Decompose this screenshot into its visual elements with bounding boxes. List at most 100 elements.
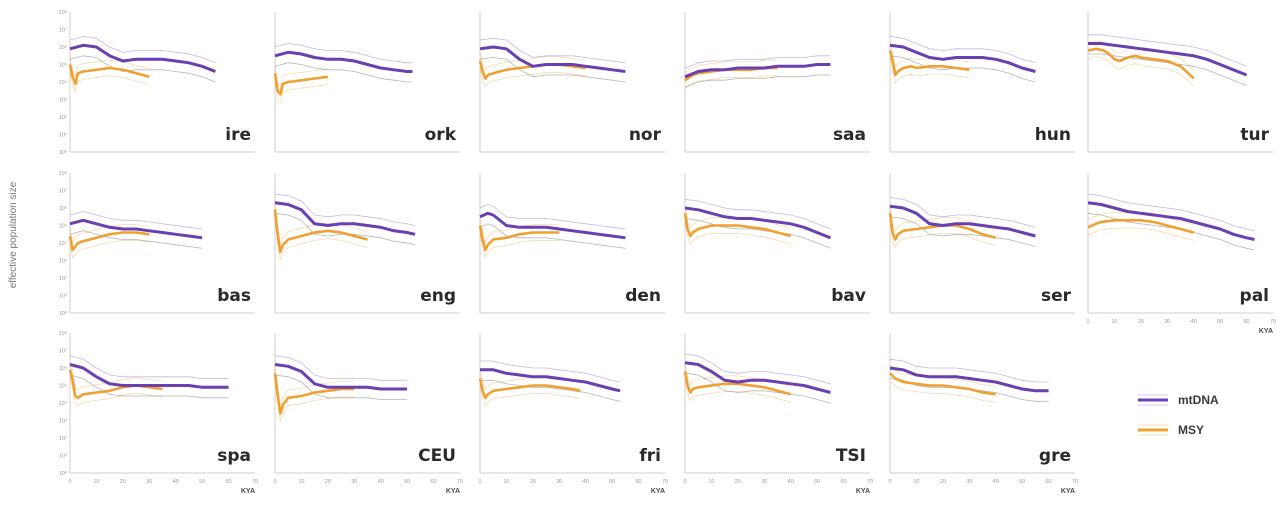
- mtdna-upper-ci: [69, 355, 229, 379]
- x-tick-label: 30: [1164, 319, 1170, 325]
- series-mtdna: [684, 206, 831, 240]
- legend-label: mtDNA: [1178, 393, 1219, 407]
- panel-tur: tur: [1087, 12, 1273, 153]
- x-tick-label: 30: [556, 479, 562, 485]
- mtdna-lower-ci: [1088, 53, 1247, 86]
- panel-bas: 10⁰ 10¹ 10² 10³ 10⁴ 10⁵ 10⁶ 10⁷ 10⁸ bas: [59, 170, 255, 317]
- series-msy: [1087, 219, 1195, 234]
- mtdna-upper-ci: [274, 193, 416, 226]
- x-tick-label: 70: [662, 479, 668, 485]
- x-tick-label: 40: [378, 479, 384, 485]
- x-tick-label: 20: [1138, 319, 1144, 325]
- x-tick-label: 10: [1111, 319, 1117, 325]
- x-tick-label: 70: [1072, 479, 1078, 485]
- y-tick-label: 10⁰: [59, 310, 68, 317]
- series-mtdna: [480, 368, 621, 393]
- x-tick-label: 30: [351, 479, 357, 485]
- panels-layer: 10⁰ 10¹ 10² 10³ 10⁴ 10⁵ 10⁶ 10⁷ 10⁸ ire ork nor saa h…: [59, 9, 1277, 495]
- msy-upper-ci: [69, 56, 150, 78]
- msy-lower-ci: [684, 379, 791, 403]
- msy-lower-ci: [69, 377, 163, 407]
- panel-label: gre: [1039, 446, 1071, 466]
- series-msy: [68, 64, 150, 86]
- panel-spa: 10⁰ 10¹ 10² 10³ 10⁴ 10⁵ 10⁶ 10⁷ 10⁸ 0 10 20 30 40 50 60…: [59, 330, 259, 495]
- x-tick-label: 60: [226, 479, 232, 485]
- series-mtdna: [684, 361, 831, 394]
- x-tick-label: 20: [325, 479, 331, 485]
- panel-pal: 0 10 20 30 40 50 60 70 KYA pal: [1086, 173, 1276, 335]
- msy-lower-ci: [69, 240, 150, 259]
- x-tick-label: 70: [457, 479, 463, 485]
- y-tick-label: 10²: [59, 436, 67, 442]
- mtdna-lower-ci: [69, 55, 216, 83]
- panel-den: den: [478, 173, 665, 314]
- series-msy: [889, 372, 996, 396]
- y-tick-label: 10⁴: [59, 400, 68, 407]
- panel-label: fri: [639, 446, 661, 466]
- x-tick-label: 20: [530, 479, 536, 485]
- y-tick-label: 10²: [59, 276, 67, 282]
- series-mtdna: [889, 43, 1036, 73]
- mtdna-upper-ci: [684, 55, 831, 69]
- series-msy: [478, 378, 581, 400]
- x-tick-label: 30: [761, 479, 767, 485]
- series-msy: [683, 371, 792, 396]
- msy-lower-ci: [479, 386, 581, 407]
- y-tick-label: 10¹: [59, 133, 67, 139]
- mtdna-upper-ci: [684, 353, 831, 385]
- panel-ork: ork: [273, 12, 460, 153]
- x-unit-label: KYA: [241, 488, 255, 495]
- y-tick-label: 10⁸: [59, 170, 67, 177]
- x-tick-label: 20: [940, 479, 946, 485]
- y-tick-label: 10⁴: [59, 240, 68, 247]
- panel-ser: ser: [888, 173, 1075, 314]
- panel-label: ser: [1041, 286, 1072, 306]
- y-tick-label: 10²: [59, 115, 67, 121]
- x-tick-label: 40: [1191, 319, 1197, 325]
- series-msy: [888, 50, 970, 77]
- msy-lower-ci: [1087, 227, 1194, 241]
- series-msy: [683, 213, 792, 238]
- x-tick-label: 20: [735, 479, 741, 485]
- x-unit-label: KYA: [1259, 328, 1273, 335]
- mtdna-lower-ci: [274, 62, 413, 83]
- legend-label: MSY: [1178, 423, 1204, 437]
- panel-label: eng: [420, 286, 456, 306]
- x-tick-label: 50: [199, 479, 205, 485]
- x-unit-label: KYA: [651, 488, 665, 495]
- y-tick-label: 10³: [59, 419, 67, 425]
- x-tick-label: 50: [609, 479, 615, 485]
- mtdna-upper-ci: [1088, 34, 1247, 67]
- panel-saa: saa: [684, 12, 870, 153]
- y-tick-label: 10¹: [59, 294, 67, 300]
- x-tick-label: 0: [273, 479, 276, 485]
- y-tick-label: 10⁸: [59, 9, 67, 16]
- panel-label: tur: [1240, 125, 1269, 145]
- x-unit-label: KYA: [446, 488, 460, 495]
- mtdna-lower-ci: [479, 223, 626, 249]
- x-tick-label: 60: [431, 479, 437, 485]
- x-tick-label: 10: [708, 479, 714, 485]
- y-tick-label: 10⁷: [59, 188, 67, 195]
- msy-lower-ci: [684, 75, 778, 89]
- x-tick-label: 10: [913, 479, 919, 485]
- y-tick-label: 10⁵: [59, 383, 67, 390]
- series-mtdna: [684, 63, 831, 79]
- panel-fri: 0 10 20 30 40 50 60 70 KYA fri: [478, 333, 668, 495]
- y-tick-label: 10⁴: [59, 79, 68, 86]
- msy-upper-ci: [274, 65, 328, 88]
- mtdna-upper-ci: [684, 198, 831, 230]
- y-tick-label: 10⁰: [59, 149, 68, 156]
- y-tick-label: 10⁷: [59, 348, 67, 355]
- x-tick-label: 30: [146, 479, 152, 485]
- x-tick-label: 30: [966, 479, 972, 485]
- msy-lower-ci: [889, 380, 996, 403]
- y-tick-label: 10⁵: [59, 223, 67, 230]
- y-tick-label: 10⁶: [59, 44, 67, 51]
- mtdna-upper-ci: [69, 36, 216, 64]
- panel-gre: 0 10 20 30 40 50 60 70 KYA gre: [888, 333, 1078, 495]
- y-tick-label: 10⁵: [59, 62, 67, 69]
- series-mtdna: [69, 363, 229, 389]
- msy-lower-ci: [684, 221, 791, 245]
- mtdna-lower-ci: [69, 230, 203, 249]
